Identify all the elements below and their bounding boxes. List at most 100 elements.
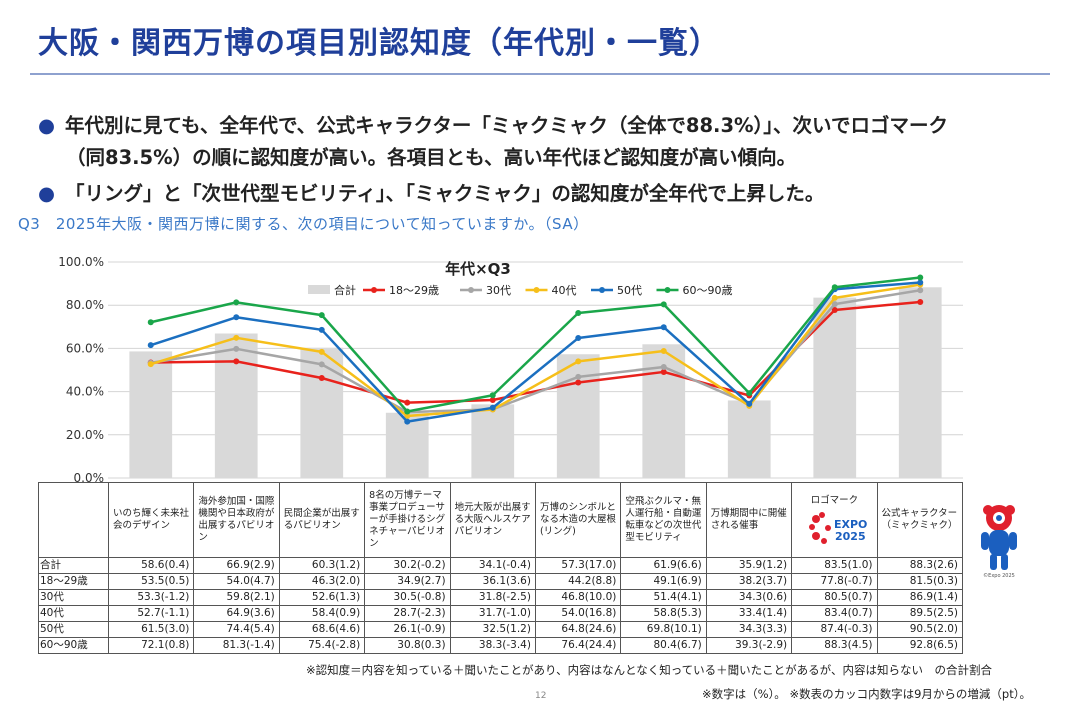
table-cell: 76.4(24.4)	[534, 637, 622, 654]
legend-swatch	[308, 285, 330, 294]
bullet-1-line-1: 年代別に見ても、全年代で、公式キャラクター「ミャクミャク（全体で88.3%）」、…	[65, 114, 948, 137]
table-cell: 53.5(0.5)	[107, 573, 195, 590]
table-row: 40代 52.7(-1.1) 64.9(3.6) 58.4(0.9) 28.7(-2.3…	[38, 605, 964, 622]
table-cell: 88.3(2.6)	[876, 557, 964, 574]
table-cell: 86.9(1.4)	[876, 589, 964, 606]
table-cell: 61.9(6.6)	[620, 557, 707, 574]
data-point	[660, 363, 667, 370]
logo-text-expo: EXPO	[834, 518, 867, 531]
table-cell: 75.4(-2.8)	[278, 637, 366, 654]
table-cell: 52.7(-1.1)	[107, 605, 195, 622]
legend-marker	[468, 287, 474, 293]
column-header-label: 空飛ぶクルマ・無人運行船・自動運転車などの次世代型モビリティ	[625, 496, 702, 543]
series-line	[150, 300, 921, 404]
table-cell: 30.2(-0.2)	[364, 557, 451, 574]
legend-label: 30代	[486, 284, 511, 297]
table-cell: 90.5(2.0)	[876, 621, 964, 638]
table-cell: 58.4(0.9)	[278, 605, 366, 622]
table-cell: 34.9(2.7)	[364, 573, 451, 590]
table-cell: 33.4(1.4)	[705, 605, 793, 622]
table-cell: 30.5(-0.8)	[364, 589, 451, 606]
data-point	[404, 408, 411, 415]
total-bar	[556, 354, 600, 478]
row-label: 60～90歳	[38, 637, 109, 654]
table-cell: 54.0(16.8)	[534, 605, 622, 622]
legend-label: 40代	[552, 284, 577, 297]
row-label: 30代	[38, 589, 109, 606]
table-cell: 44.2(8.8)	[534, 573, 622, 590]
table-cell: 52.6(1.3)	[278, 589, 366, 606]
table-cell: 74.4(5.4)	[193, 621, 280, 638]
column-header-label: 8名の万博テーマ事業プロデューサーが手掛けるシグネチャーパビリオン	[369, 490, 446, 549]
total-bar	[129, 351, 173, 478]
table-column-header: 万博期間中に開催される催事	[705, 482, 793, 558]
data-point	[831, 306, 838, 313]
table-cell: 31.7(-1.0)	[449, 605, 536, 622]
data-point	[917, 279, 924, 286]
series-line	[150, 281, 921, 423]
y-tick-label: 0.0%	[74, 471, 105, 485]
total-bar	[813, 297, 857, 478]
column-header-label: 地元大阪が出展する大阪ヘルスケアパビリオン	[454, 502, 531, 537]
table-row: 30代 53.3(-1.2) 59.8(2.1) 52.6(1.3) 30.5(-0.8…	[38, 589, 964, 606]
myaku-myaku-mascot-icon: ©Expo 2025	[981, 505, 1017, 579]
table-cell: 80.4(6.7)	[620, 637, 707, 654]
legend-marker	[371, 287, 377, 293]
table-column-header: 海外参加国・国際機関や日本政府が出展するパビリオン	[193, 482, 280, 558]
data-point	[575, 309, 582, 316]
data-point	[831, 301, 838, 308]
legend-label: 合計	[334, 283, 356, 297]
question-text: Q3 2025年大阪・関西万博に関する、次の項目について知っていますか。（SA）	[18, 215, 589, 233]
table-column-header: 空飛ぶクルマ・無人運行船・自動運転車などの次世代型モビリティ	[620, 482, 707, 558]
table-corner	[38, 482, 109, 558]
table-cell: 81.3(-1.4)	[193, 637, 280, 654]
series-line	[150, 283, 921, 418]
data-point	[660, 301, 667, 308]
legend-label: 18～29歳	[389, 284, 439, 297]
legend-label: 60～90歳	[683, 284, 733, 297]
row-label: 18～29歳	[38, 573, 109, 590]
data-point	[489, 404, 496, 411]
table-cell: 81.5(0.3)	[876, 573, 964, 590]
table-column-header: 民間企業が出展するパビリオン	[278, 482, 366, 558]
y-tick-label: 80.0%	[66, 298, 104, 312]
data-point	[147, 319, 154, 326]
legend-marker	[599, 287, 605, 293]
data-point	[318, 348, 325, 355]
data-point	[233, 314, 240, 321]
data-point	[746, 390, 753, 397]
data-point	[917, 274, 924, 281]
data-point	[318, 374, 325, 381]
legend-label: 50代	[617, 284, 642, 297]
bullet-2: ● 「リング」と「次世代型モビリティ」、「ミャクミャク」の認知度が全年代で上昇した…	[38, 178, 824, 210]
table-cell: 58.8(5.3)	[620, 605, 707, 622]
legend-marker	[533, 287, 540, 293]
table-column-header: いのち輝く未来社会のデザイン	[107, 482, 195, 558]
table-cell: 39.3(-2.9)	[705, 637, 793, 654]
table-cell: 57.3(17.0)	[534, 557, 622, 574]
table-cell: 26.1(-0.9)	[364, 621, 451, 638]
table-cell: 34.3(3.3)	[705, 621, 793, 638]
table-column-header: 公式キャラクター（ミャクミャク）	[876, 482, 964, 558]
table-column-header: 8名の万博テーマ事業プロデューサーが手掛けるシグネチャーパビリオン	[364, 482, 451, 558]
data-point	[147, 342, 154, 349]
column-header-label: 公式キャラクター（ミャクミャク）	[881, 508, 958, 531]
bullet-marker: ●	[38, 114, 56, 137]
table-cell: 64.9(3.6)	[193, 605, 280, 622]
table-cell: 60.3(1.2)	[278, 557, 366, 574]
table-cell: 51.4(4.1)	[620, 589, 707, 606]
table-cell: 77.8(-0.7)	[791, 573, 878, 590]
data-point	[746, 400, 753, 407]
footnote-definition: ※認知度＝内容を知っている＋聞いたことがあり、内容はなんとなく知っている＋聞いた…	[306, 663, 992, 677]
table-cell: 34.1(-0.4)	[449, 557, 536, 574]
page-number: 12	[535, 691, 547, 701]
data-point	[917, 287, 924, 294]
data-point	[917, 298, 924, 305]
table-column-header: 地元大阪が出展する大阪ヘルスケアパビリオン	[449, 482, 536, 558]
table-cell: 35.9(1.2)	[705, 557, 793, 574]
data-point	[660, 347, 667, 354]
table-row: 50代 61.5(3.0) 74.4(5.4) 68.6(4.6) 26.1(-0.9)…	[38, 621, 964, 638]
table-cell: 92.8(6.5)	[876, 637, 964, 654]
data-point	[575, 379, 582, 386]
table-column-header: 万博のシンボルとなる木造の大屋根(リング)	[534, 482, 622, 558]
